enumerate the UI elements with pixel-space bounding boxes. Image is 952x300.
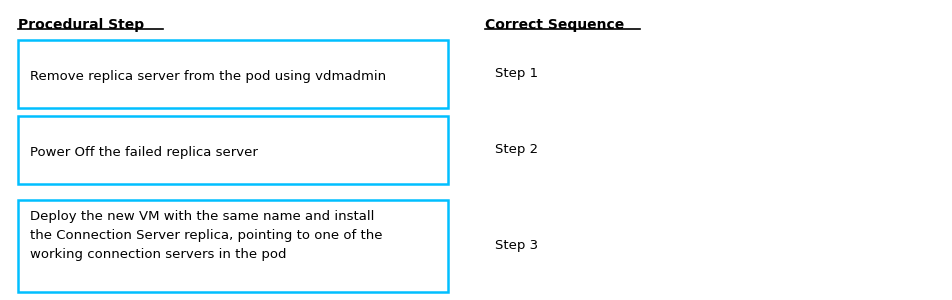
Text: Deploy the new VM with the same name and install
the Connection Server replica, : Deploy the new VM with the same name and… [30,210,383,261]
Text: Procedural Step: Procedural Step [18,18,144,32]
Text: Step 3: Step 3 [495,239,538,253]
FancyBboxPatch shape [18,116,448,184]
FancyBboxPatch shape [18,200,448,292]
Text: Correct Sequence: Correct Sequence [485,18,625,32]
Text: Remove replica server from the pod using vdmadmin: Remove replica server from the pod using… [30,70,387,83]
FancyBboxPatch shape [18,40,448,108]
Text: Step 2: Step 2 [495,143,538,157]
Text: Step 1: Step 1 [495,68,538,80]
Text: Power Off the failed replica server: Power Off the failed replica server [30,146,258,159]
